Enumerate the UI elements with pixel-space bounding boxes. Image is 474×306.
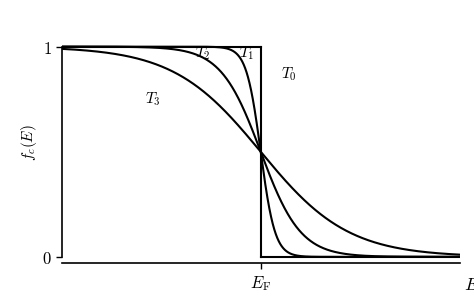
Text: $T_2$: $T_2$: [195, 44, 211, 62]
Y-axis label: $f_c(E)$: $f_c(E)$: [19, 124, 39, 161]
X-axis label: $E$: $E$: [464, 276, 474, 294]
Text: $T_3$: $T_3$: [146, 90, 161, 108]
Text: $T_1$: $T_1$: [239, 44, 255, 62]
Text: $T_0$: $T_0$: [281, 65, 296, 83]
